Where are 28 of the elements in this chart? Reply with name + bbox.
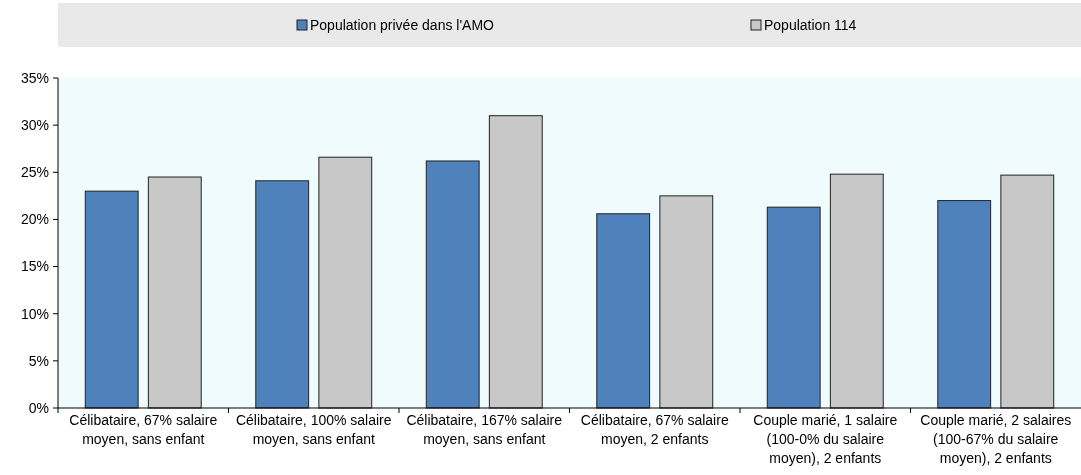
bar (829, 173, 884, 409)
bar (937, 200, 992, 409)
bar (596, 213, 651, 409)
bar (766, 206, 821, 409)
x-tick-label: Couple marié, 1 salaire (100-0% du salaire moyen), 2 enfants (753, 412, 898, 466)
y-tick-label: 10% (20, 305, 49, 322)
bar (318, 156, 373, 409)
legend-label: Population privée dans l'AMO (310, 17, 495, 33)
y-tick-label: 0% (28, 399, 49, 416)
y-tick-label: 20% (20, 211, 49, 228)
y-tick-label: 15% (20, 258, 49, 275)
y-tick-label: 35% (20, 69, 49, 86)
x-tick-label: Célibataire, 67% salaire moyen, 2 enfants (580, 412, 729, 447)
y-tick-label: 25% (20, 164, 49, 181)
bar (659, 195, 714, 409)
x-tick-label: Couple marié, 2 salaires (100-67% du salaire moyen), 2 enfants (920, 412, 1072, 466)
bar (488, 115, 543, 409)
bar (1000, 174, 1055, 409)
x-tick-label: Célibataire, 67% salaire moyen, sans enfant (69, 412, 218, 447)
x-tick-label: Célibataire, 100% salaire moyen, sans enfant (235, 412, 392, 447)
bar (425, 160, 480, 409)
y-tick-label: 30% (20, 117, 49, 134)
bar (84, 190, 139, 409)
bar (147, 176, 202, 409)
bar (255, 180, 310, 409)
y-tick-label: 5% (28, 352, 49, 369)
legend-label: Population 114 (764, 17, 857, 33)
x-tick-label: Célibataire, 167% salaire moyen, sans enfant (406, 412, 563, 447)
